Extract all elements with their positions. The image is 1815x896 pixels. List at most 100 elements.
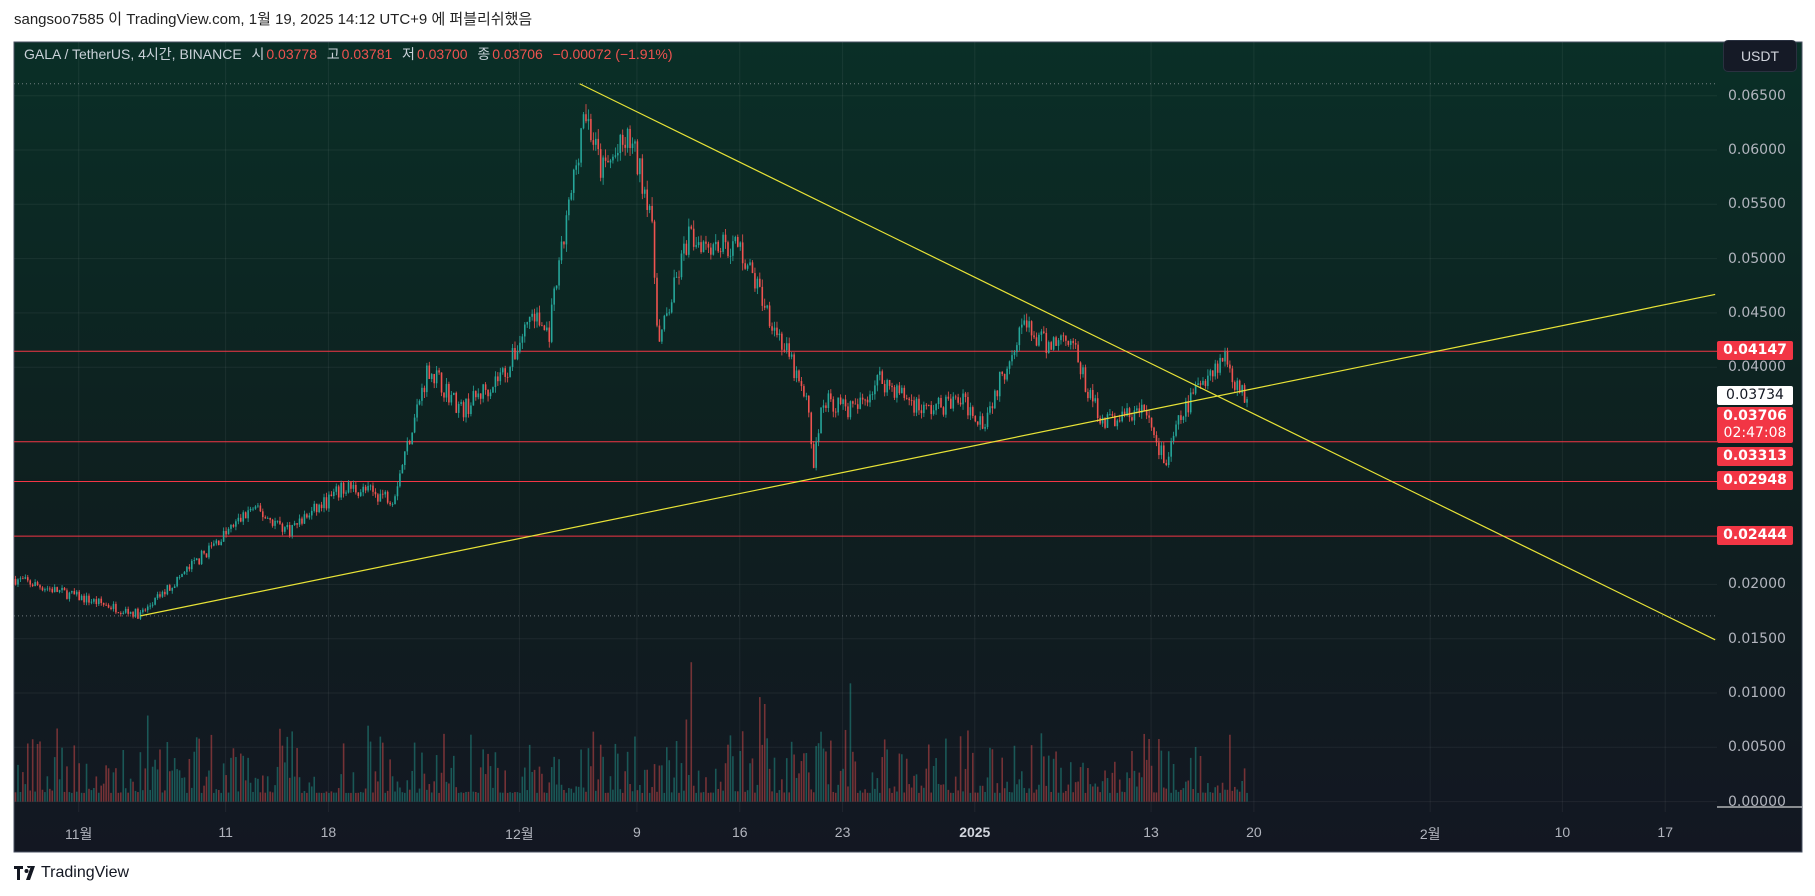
candle-body — [24, 577, 27, 579]
volume-bar — [798, 773, 800, 802]
candle-body — [308, 515, 311, 518]
volume-bar — [112, 772, 115, 802]
candle-body — [643, 189, 646, 194]
candle-body — [315, 503, 318, 513]
volume-bar — [766, 738, 768, 802]
candle-body — [903, 387, 906, 398]
volume-bar — [874, 788, 876, 802]
price-tick-label: 0.00000 — [1728, 793, 1786, 810]
volume-bar — [1040, 733, 1043, 802]
candle-body — [827, 393, 830, 408]
candle-body — [17, 579, 19, 585]
volume-bar — [369, 741, 372, 802]
volume-bar — [587, 748, 590, 802]
volume-bar — [1084, 792, 1087, 802]
volume-bar — [484, 774, 487, 802]
volume-bar — [1035, 789, 1038, 802]
currency-button[interactable]: USDT — [1723, 40, 1797, 72]
volume-bar — [991, 749, 994, 802]
candle-body — [1153, 427, 1155, 436]
volume-bar — [1043, 756, 1045, 802]
candle-body — [406, 441, 409, 452]
volume-bar — [164, 790, 166, 802]
candle-body — [271, 519, 274, 526]
volume-bar — [213, 792, 215, 802]
candle-body — [448, 383, 450, 403]
candle-body — [213, 543, 215, 546]
candle-body — [313, 503, 316, 511]
candle-body — [423, 387, 426, 393]
volume-bar — [705, 777, 707, 802]
candle-body — [217, 540, 220, 546]
volume-bar — [1101, 781, 1104, 802]
candle-body — [744, 263, 746, 269]
candle-body — [367, 485, 369, 491]
volume-bar — [1109, 792, 1111, 802]
candle-body — [1089, 389, 1092, 399]
candle-body — [342, 482, 345, 494]
candle-body — [986, 412, 989, 428]
candle-body — [817, 433, 820, 442]
trendlines[interactable] — [140, 83, 1716, 641]
volume-bar — [41, 789, 44, 802]
volume-bar — [203, 785, 205, 802]
candle-body — [39, 585, 41, 588]
volume-bar — [754, 792, 756, 802]
volume-bar — [670, 792, 673, 802]
candle-body — [470, 405, 472, 415]
price-level-tag: 0.03313 — [1717, 447, 1793, 466]
volume-bar — [927, 744, 930, 802]
volume-bar — [85, 763, 88, 802]
symbol-info[interactable]: GALA / TetherUS, 4시간, BINANCE — [24, 46, 242, 62]
candle-body — [1079, 362, 1082, 375]
volume-bar — [656, 791, 658, 802]
volume-bar — [810, 789, 813, 802]
volume-bar — [785, 758, 788, 802]
candle-body — [411, 432, 413, 445]
volume-bar — [489, 766, 492, 802]
volume-bar — [896, 791, 898, 802]
candle-body — [739, 242, 742, 247]
candle-body — [372, 485, 374, 492]
volume-bar — [570, 788, 573, 802]
candle-body — [83, 595, 85, 603]
candle-body — [626, 128, 629, 148]
candle-body — [1246, 399, 1248, 403]
candle-body — [95, 599, 98, 605]
candle-body — [1140, 404, 1143, 414]
volume-bar — [462, 792, 465, 802]
candle-body — [585, 114, 587, 122]
candle-body — [404, 451, 406, 465]
volume-bar — [648, 792, 651, 802]
volume-bar — [996, 783, 999, 802]
volume-bar — [832, 791, 835, 802]
candle-body — [519, 342, 521, 352]
volume-bar — [1057, 792, 1060, 802]
candle-body — [1062, 335, 1065, 337]
volume-bar — [553, 756, 555, 802]
volume-bar — [102, 783, 105, 802]
volume-bar — [1226, 789, 1229, 802]
volume-bar — [235, 757, 237, 802]
volume-bar — [932, 765, 935, 802]
volume-bar — [1243, 768, 1246, 802]
candle-body — [186, 566, 188, 572]
candle-body — [634, 141, 636, 144]
price-tick-label: 0.05500 — [1728, 196, 1786, 213]
candle-body — [497, 376, 499, 382]
candle-body — [352, 484, 355, 489]
candle-body — [1234, 382, 1236, 390]
candle-body — [1030, 321, 1033, 336]
volume-bar — [925, 768, 928, 802]
candle-body — [942, 407, 945, 415]
candle-body — [563, 241, 565, 245]
volume-bar — [1167, 751, 1170, 802]
volume-bar — [254, 777, 257, 802]
candle-body — [183, 571, 186, 575]
candle-body — [989, 406, 991, 413]
volume-bar — [1224, 789, 1226, 802]
volume-bar — [34, 791, 36, 802]
volume-bar — [457, 792, 460, 802]
volume-bar — [73, 745, 76, 802]
